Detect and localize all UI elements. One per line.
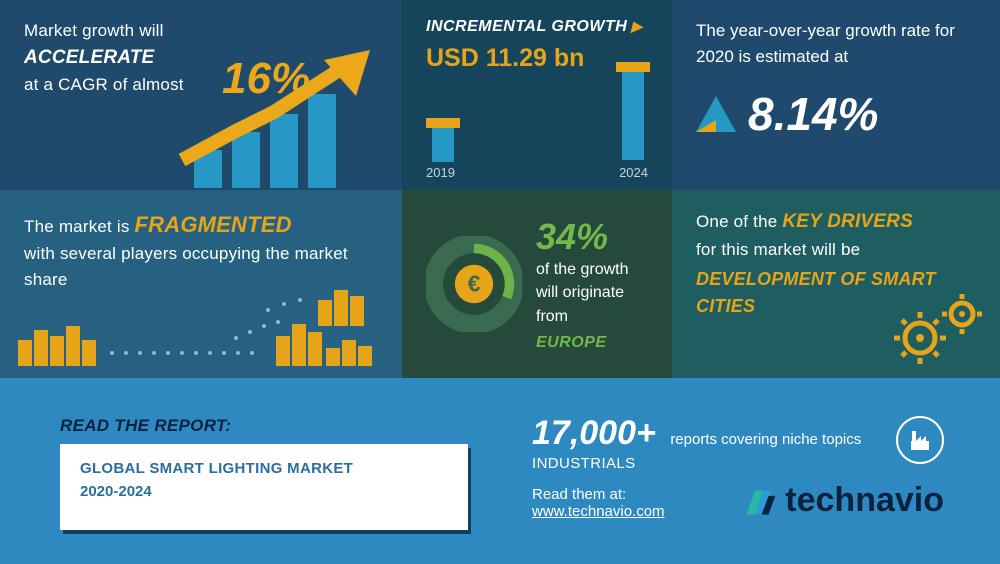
region-name: EUROPE bbox=[536, 334, 607, 352]
footer-right: 17,000+ reports covering niche topics IN… bbox=[504, 396, 976, 546]
region-text: of the growth will originate from bbox=[536, 258, 648, 328]
incremental-heading-text: INCREMENTAL GROWTH bbox=[426, 18, 627, 35]
report-card: GLOBAL SMART LIGHTING MARKET 2020-2024 bbox=[60, 444, 468, 530]
buildings-icon bbox=[16, 290, 386, 370]
technavio-logo: technavio bbox=[743, 481, 944, 520]
panel-fragmented: The market is FRAGMENTED with several pl… bbox=[0, 190, 402, 378]
yoy-estimate: 8.14% bbox=[696, 87, 976, 141]
svg-text:€: € bbox=[468, 271, 481, 297]
incremental-heading: INCREMENTAL GROWTH▶ bbox=[426, 18, 648, 36]
region-pct: 34% bbox=[536, 216, 648, 258]
report-count: 17,000+ bbox=[532, 414, 656, 452]
technavio-link[interactable]: www.technavio.com bbox=[532, 503, 665, 520]
logo-name: technavio bbox=[785, 481, 944, 520]
driver-pre: One of the bbox=[696, 212, 782, 231]
factory-badge-icon bbox=[896, 416, 944, 464]
report-title: GLOBAL SMART LIGHTING MARKET bbox=[80, 460, 448, 477]
industrials-label: INDUSTRIALS bbox=[532, 455, 948, 472]
row-1: Market growth will ACCELERATE at a CAGR … bbox=[0, 0, 1000, 190]
panel-incremental: INCREMENTAL GROWTH▶ USD 11.29 bn 2019 20… bbox=[402, 0, 672, 190]
yoy-text: The year-over-year growth rate for 2020 … bbox=[696, 18, 976, 71]
count-line: 17,000+ reports covering niche topics bbox=[532, 414, 948, 453]
region-textblock: 34% of the growth will originate from EU… bbox=[536, 216, 648, 352]
panel-driver: One of the KEY DRIVERS for this market w… bbox=[672, 190, 1000, 378]
panel-footer: READ THE REPORT: GLOBAL SMART LIGHTING M… bbox=[0, 378, 1000, 564]
footer-left: READ THE REPORT: GLOBAL SMART LIGHTING M… bbox=[24, 396, 504, 546]
row-2: The market is FRAGMENTED with several pl… bbox=[0, 190, 1000, 378]
infographic-root: Market growth will ACCELERATE at a CAGR … bbox=[0, 0, 1000, 564]
yoy-value: 8.14% bbox=[748, 87, 878, 141]
panel-region: € 34% of the growth will originate from … bbox=[402, 190, 672, 378]
niche-text: reports covering niche topics bbox=[670, 431, 861, 448]
year-start: 2019 bbox=[426, 165, 455, 180]
bar-arrow-icon bbox=[174, 50, 384, 190]
gears-icon bbox=[892, 292, 988, 368]
driver-keyword: KEY DRIVERS bbox=[782, 211, 913, 232]
driver-mid: for this market will be bbox=[696, 240, 860, 259]
read-report-label: READ THE REPORT: bbox=[60, 416, 468, 436]
fragmented-text: The market is FRAGMENTED with several pl… bbox=[24, 208, 378, 292]
row-3: READ THE REPORT: GLOBAL SMART LIGHTING M… bbox=[0, 378, 1000, 564]
cagr-line2: at a CAGR of almost bbox=[24, 75, 184, 94]
frag-word: FRAGMENTED bbox=[135, 212, 292, 237]
triangle-icon bbox=[696, 96, 736, 132]
year-end: 2024 bbox=[619, 165, 648, 180]
logo-mark-icon bbox=[743, 484, 777, 518]
arrow-icon: ▶ bbox=[631, 18, 642, 34]
frag-pre: The market is bbox=[24, 217, 135, 236]
frag-post: with several players occupying the marke… bbox=[24, 244, 348, 289]
cagr-line1: Market growth will bbox=[24, 21, 164, 40]
two-bar-icon bbox=[424, 62, 650, 162]
panel-cagr: Market growth will ACCELERATE at a CAGR … bbox=[0, 0, 402, 190]
panel-yoy: The year-over-year growth rate for 2020 … bbox=[672, 0, 1000, 190]
donut-icon: € bbox=[426, 236, 522, 332]
cagr-accelerate: ACCELERATE bbox=[24, 47, 154, 68]
report-year: 2020-2024 bbox=[80, 483, 448, 500]
